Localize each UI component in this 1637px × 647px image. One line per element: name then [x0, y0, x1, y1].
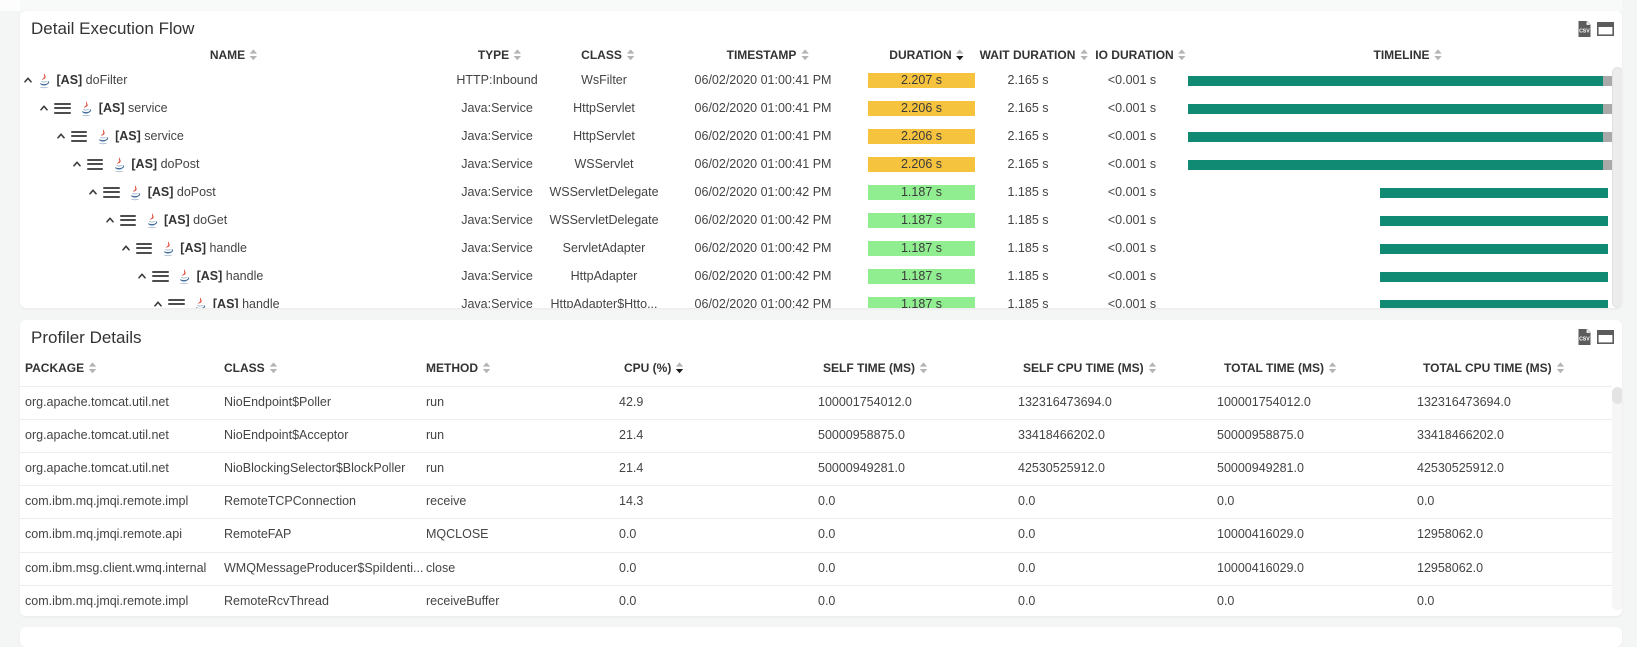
svg-text:CSV: CSV: [1579, 28, 1590, 34]
svg-text:CSV: CSV: [1579, 336, 1590, 342]
